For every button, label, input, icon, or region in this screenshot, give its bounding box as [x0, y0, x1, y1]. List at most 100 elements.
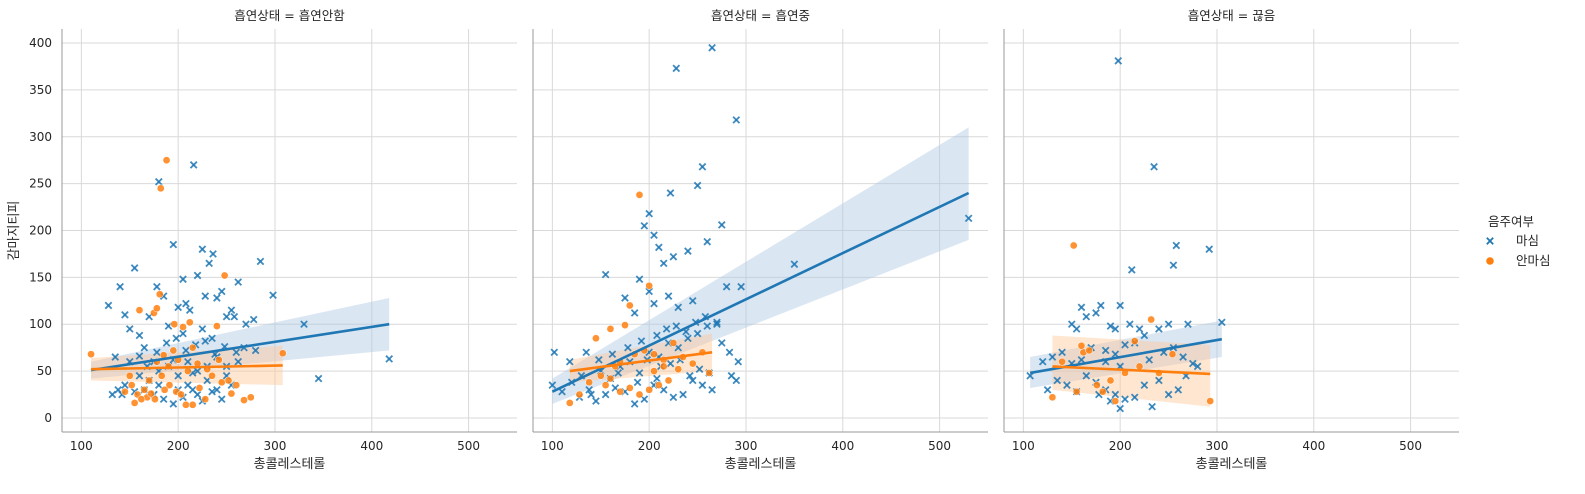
scatter-point-nondrinker	[616, 387, 624, 396]
scatter-point-drinker	[234, 278, 243, 286]
scatter-point-drinker	[174, 371, 183, 380]
scatter-point-drinker	[722, 282, 731, 291]
scatter-point-drinker	[201, 292, 210, 300]
regression-line-nondrinker	[91, 364, 283, 371]
x-marker-stroke	[1048, 353, 1057, 361]
facet-panel-2: 흡연상태 = 흡연중 100 200 300 400 500 총콜레스테롤	[532, 8, 988, 472]
scatter-point-drinker	[230, 312, 239, 321]
scatter-point-drinker	[703, 322, 712, 330]
facet-panel-3: 흡연상태 = 끊음 100 200 300 400 500 총콜레스테롤	[1003, 8, 1459, 472]
x-marker-stroke	[130, 387, 139, 396]
scatter-point-drinker	[1043, 385, 1052, 394]
x-marker-stroke	[653, 374, 661, 383]
scatter-point-drinker	[269, 291, 277, 300]
scatter-point-nondrinker	[188, 400, 197, 409]
scatter-point-drinker	[162, 339, 171, 347]
scatter-point-drinker	[601, 390, 610, 399]
scatter-point-drinker	[154, 381, 163, 389]
scatter-point-drinker	[585, 385, 593, 394]
scatter-point-drinker	[1072, 325, 1081, 333]
scatter-point-drinker	[1111, 325, 1120, 333]
x-marker-stroke	[211, 350, 219, 359]
regression-line-nondrinker	[1052, 365, 1211, 376]
scatter-point-drinker	[1169, 261, 1178, 270]
scatter-point-nondrinker	[177, 390, 185, 399]
x-marker-stroke	[125, 325, 134, 333]
scatter-point-drinker	[650, 299, 658, 308]
x-marker-stroke	[1082, 312, 1091, 321]
scatter-point-nondrinker	[585, 378, 593, 387]
x-marker-stroke	[674, 303, 683, 312]
scatter-point-drinker	[725, 348, 734, 357]
scatter-point-nondrinker	[195, 384, 204, 392]
scatter-point-nondrinker	[240, 396, 248, 404]
scatter-point-drinker	[1077, 355, 1086, 364]
x-marker-stroke	[269, 291, 277, 300]
x-tick-label: 300	[735, 439, 758, 453]
scatter-point-drinker	[1116, 301, 1125, 310]
scatter-point-drinker	[688, 376, 697, 385]
x-tick-label: 300	[1206, 439, 1229, 453]
x-marker-stroke	[725, 348, 734, 357]
x-marker-stroke	[1130, 393, 1139, 402]
x-marker-stroke	[693, 181, 702, 190]
x-marker-stroke	[182, 346, 190, 355]
x-marker-stroke	[635, 275, 644, 284]
x-marker-stroke	[1217, 318, 1226, 327]
scatter-point-drinker	[964, 214, 973, 223]
scatter-point-drinker	[169, 400, 178, 408]
scatter-point-drinker	[1101, 346, 1110, 355]
scatter-point-nondrinker	[1168, 350, 1177, 359]
x-marker-stroke	[159, 395, 168, 404]
scatter-point-drinker	[172, 334, 181, 343]
scatter-point-drinker	[314, 374, 323, 383]
scatter-point-nondrinker	[688, 359, 697, 368]
x-tick-label: 200	[1109, 439, 1132, 453]
legend-entry-label: 안마심	[1516, 253, 1551, 268]
facet-title: 흡연상태 = 끊음	[1188, 8, 1275, 23]
scatter-point-drinker	[198, 325, 207, 333]
scatter-point-drinker	[640, 221, 649, 230]
scatter-point-nondrinker	[127, 381, 136, 389]
x-marker-stroke	[695, 365, 704, 374]
y-tick-label: 350	[29, 83, 52, 97]
x-marker-stroke	[703, 237, 712, 246]
scatter-point-drinker	[222, 312, 231, 321]
x-marker-stroke	[185, 306, 194, 314]
scatter-point-drinker	[653, 331, 661, 340]
x-marker-stroke	[188, 369, 197, 377]
scatter-point-drinker	[116, 282, 124, 291]
x-marker-stroke	[1148, 402, 1156, 411]
x-marker-stroke	[1063, 381, 1071, 389]
x-marker-stroke	[669, 393, 678, 402]
x-marker-stroke	[684, 247, 692, 255]
scatter-point-drinker	[732, 116, 741, 124]
scatter-point-drinker	[179, 275, 187, 284]
x-marker-stroke	[193, 390, 202, 399]
scatter-point-nondrinker	[179, 323, 187, 331]
scatter-point-drinker	[1155, 325, 1163, 333]
scatter-point-nondrinker	[185, 318, 194, 327]
legend-entry-label: 마심	[1516, 233, 1539, 248]
x-marker-stroke	[645, 287, 654, 296]
scatter-point-drinker	[125, 325, 134, 333]
scatter-point-nondrinker	[165, 381, 174, 389]
scatter-point-drinker	[1058, 348, 1066, 357]
scatter-point-nondrinker	[140, 385, 149, 394]
scatter-point-nondrinker	[1147, 315, 1155, 324]
scatter-point-nondrinker	[153, 304, 161, 313]
x-marker-stroke	[198, 245, 207, 254]
scatter-point-drinker	[184, 357, 192, 366]
scatter-point-drinker	[121, 311, 129, 319]
scatter-point-nondrinker	[155, 290, 164, 299]
x-marker-stroke	[732, 116, 741, 124]
x-marker-stroke	[172, 334, 181, 343]
scatter-point-nondrinker	[227, 389, 236, 398]
scatter-point-drinker	[548, 381, 557, 389]
x-marker-stroke	[653, 331, 661, 340]
x-marker-stroke	[159, 292, 168, 300]
scatter-point-drinker	[213, 385, 221, 394]
x-marker-stroke	[717, 339, 726, 347]
scatter-point-drinker	[558, 387, 566, 396]
x-marker-stroke	[1135, 325, 1144, 333]
